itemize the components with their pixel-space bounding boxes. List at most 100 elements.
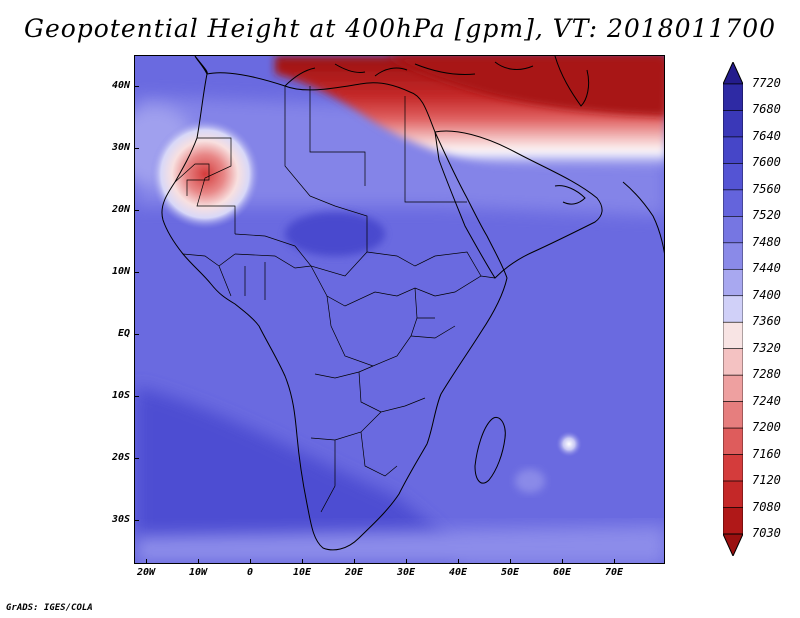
field-western-sahara-anomaly <box>150 119 260 229</box>
lon-label-10w: 10W <box>188 567 208 578</box>
field-southern-edge <box>135 526 664 563</box>
madagascar-coastline <box>474 416 506 484</box>
border-east-africa <box>410 317 456 339</box>
map-plot-area <box>134 55 665 564</box>
colorbar-tick-label: 7280 <box>752 367 781 382</box>
colorbar-swatch <box>723 427 743 455</box>
lat-tick <box>134 334 139 335</box>
lon-tick <box>302 559 303 564</box>
lat-label-eq: EQ <box>117 328 130 339</box>
colorbar-swatch <box>723 321 743 350</box>
lat-label-20s: 20S <box>111 452 130 463</box>
border-mauritania-mali <box>196 137 236 234</box>
lat-label-10n: 10N <box>111 266 130 277</box>
field-north-core <box>385 56 664 116</box>
colorbar-swatch <box>723 136 743 164</box>
border-sudan-ethiopia <box>366 251 482 277</box>
border-western-sahara <box>174 163 210 196</box>
field-sahel-low <box>285 212 385 256</box>
field-madagascar-ridge <box>515 469 545 493</box>
lon-tick <box>510 559 511 564</box>
lat-label-30n: 30N <box>111 142 130 153</box>
colorbar-tick-label: 7320 <box>752 340 781 355</box>
lon-tick <box>250 559 251 564</box>
border-ethiopia-somalia <box>434 275 496 297</box>
lon-tick <box>198 559 199 564</box>
lat-tick <box>134 458 139 459</box>
colorbar-swatch <box>723 374 743 402</box>
lon-label-50e: 50E <box>500 567 520 578</box>
colorbar-swatch <box>723 242 743 270</box>
lon-tick <box>458 559 459 564</box>
lon-tick <box>354 559 355 564</box>
lon-label-30e: 30E <box>396 567 416 578</box>
colorbar-tick-label: 7600 <box>752 155 781 170</box>
border-sahel <box>234 233 312 269</box>
colorbar-tick-label: 7560 <box>752 181 781 196</box>
india-coastline <box>622 181 664 254</box>
lat-label-10s: 10S <box>111 390 130 401</box>
colorbar-tick-label: 7120 <box>752 473 781 488</box>
colorbar-tick-label: 7240 <box>752 393 781 408</box>
lon-tick <box>562 559 563 564</box>
lat-tick <box>134 272 139 273</box>
map-title: Geopotential Height at 400hPa [gpm], VT:… <box>23 14 777 43</box>
field-island-anomaly <box>556 431 582 457</box>
border-algeria-libya <box>284 86 366 197</box>
border-congo <box>326 287 418 367</box>
arabia-coastline <box>434 130 603 279</box>
colorbar-swatch <box>723 507 743 535</box>
colorbar-max-arrow <box>723 62 743 85</box>
colorbar-tick-label: 7160 <box>752 446 781 461</box>
lon-label-10e: 10E <box>292 567 312 578</box>
colorbar-tick-label: 7640 <box>752 128 781 143</box>
lat-label-30s: 30S <box>111 514 130 525</box>
colorbar-tick-label: 7480 <box>752 234 781 249</box>
colorbar-swatch <box>723 401 743 429</box>
border-west-africa-coast <box>182 253 266 300</box>
lat-tick <box>134 148 139 149</box>
colorbar-tick-label: 7440 <box>752 261 781 276</box>
colorbar-swatch <box>723 295 743 323</box>
black-caspian-coast <box>494 56 590 107</box>
lon-tick <box>614 559 615 564</box>
colorbar-tick-label: 7400 <box>752 287 781 302</box>
colorbar-tick-label: 7520 <box>752 208 781 223</box>
colorbar-swatch <box>723 454 743 482</box>
geopotential-field <box>135 56 664 563</box>
colorbar-swatch <box>723 189 743 217</box>
colorbar-swatch <box>723 110 743 138</box>
border-southern-africa <box>310 411 398 513</box>
grads-credit: GrADS: IGES/COLA <box>6 603 93 613</box>
lon-tick <box>406 559 407 564</box>
border-egypt-sudan <box>404 96 467 203</box>
lon-label-20e: 20E <box>344 567 364 578</box>
colorbar-tick-label: 7080 <box>752 499 781 514</box>
lon-label-60e: 60E <box>552 567 572 578</box>
lon-label-70e: 70E <box>604 567 624 578</box>
field-south-atlantic <box>135 386 464 563</box>
lat-tick <box>134 396 139 397</box>
colorbar-tick-label: 7030 <box>752 526 781 540</box>
lat-label-40n: 40N <box>111 80 130 91</box>
lon-label-0: 0 <box>246 567 254 578</box>
lat-tick <box>134 210 139 211</box>
lon-label-20w: 20W <box>136 567 156 578</box>
colorbar-tick-label: 7680 <box>752 102 781 117</box>
lat-label-20n: 20N <box>111 204 130 215</box>
lon-tick <box>146 559 147 564</box>
colorbar-tick-label: 7360 <box>752 314 781 329</box>
iberia-coastline <box>194 56 208 75</box>
colorbar-swatch <box>723 268 743 297</box>
colorbar-swatch <box>723 163 743 191</box>
lat-tick <box>134 86 139 87</box>
country-borders <box>174 86 496 513</box>
colorbar-swatch <box>723 348 743 376</box>
colorbar-swatch <box>723 480 743 508</box>
persian-gulf-coastline <box>554 185 586 205</box>
mediterranean-coast <box>284 63 476 87</box>
lat-tick <box>134 520 139 521</box>
colorbar-swatch <box>723 83 743 111</box>
lon-label-40e: 40E <box>448 567 468 578</box>
colorbar-tick-label: 7200 <box>752 420 781 435</box>
